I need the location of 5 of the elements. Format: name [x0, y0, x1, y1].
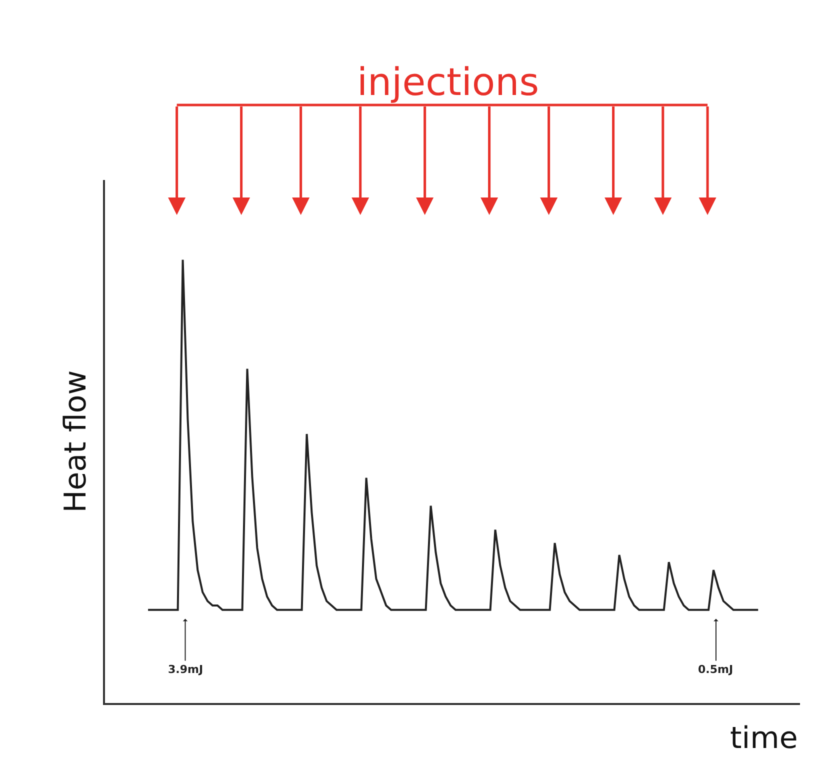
annotation: 3.9mJ	[168, 663, 204, 676]
x-axis-title: time	[730, 721, 798, 756]
annotation: 0.5mJ	[698, 663, 734, 676]
y-axis-title: Heat flow	[58, 370, 94, 513]
chart-title: injections	[357, 60, 540, 104]
